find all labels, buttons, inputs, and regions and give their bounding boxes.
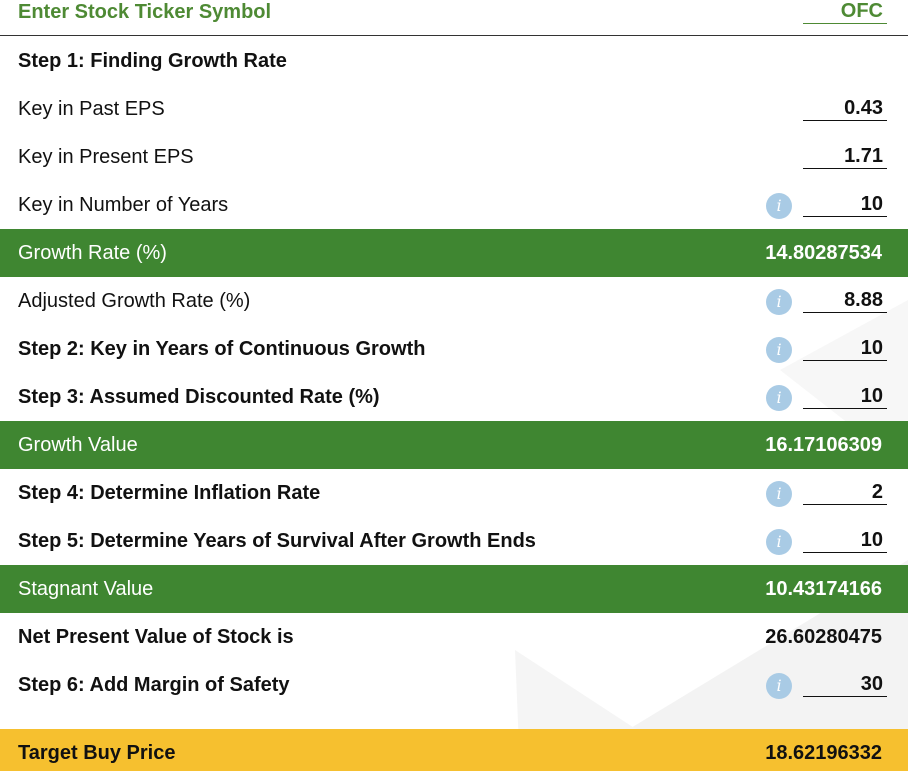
npv-row: Net Present Value of Stock is 26.6028047… [0, 613, 908, 661]
step2-row: Step 2: Key in Years of Continuous Growt… [0, 325, 908, 373]
step4-row: Step 4: Determine Inflation Rate i [0, 469, 908, 517]
step3-label: Step 3: Assumed Discounted Rate (%) [18, 386, 380, 408]
present-eps-row: Key in Present EPS [0, 133, 908, 181]
step4-label: Step 4: Determine Inflation Rate [18, 482, 321, 504]
present-eps-input[interactable] [803, 145, 887, 169]
target-buy-price-band: Target Buy Price 18.62196332 [0, 729, 908, 771]
target-buy-price-label: Target Buy Price [18, 742, 176, 764]
info-icon[interactable]: i [766, 385, 792, 411]
years-label: Key in Number of Years [18, 194, 229, 216]
step3-input[interactable] [803, 385, 887, 409]
growth-value-value: 16.17106309 [765, 434, 882, 456]
npv-value: 26.60280475 [765, 626, 882, 648]
growth-rate-band: Growth Rate (%) 14.80287534 [0, 229, 908, 277]
adjusted-growth-rate-input[interactable] [803, 289, 887, 313]
present-eps-label: Key in Present EPS [18, 146, 194, 168]
adjusted-growth-rate-row: Adjusted Growth Rate (%) i [0, 277, 908, 325]
info-icon[interactable]: i [766, 529, 792, 555]
step2-label: Step 2: Key in Years of Continuous Growt… [18, 338, 426, 360]
adjusted-growth-rate-label: Adjusted Growth Rate (%) [18, 290, 251, 312]
step6-input[interactable] [803, 673, 887, 697]
ticker-label: Enter Stock Ticker Symbol [18, 1, 272, 23]
info-icon[interactable]: i [766, 289, 792, 315]
stagnant-value-value: 10.43174166 [765, 578, 882, 600]
step1-title: Step 1: Finding Growth Rate [18, 50, 287, 72]
growth-rate-value: 14.80287534 [765, 242, 882, 264]
info-icon[interactable]: i [766, 337, 792, 363]
step5-row: Step 5: Determine Years of Survival Afte… [0, 517, 908, 565]
step3-row: Step 3: Assumed Discounted Rate (%) i [0, 373, 908, 421]
info-icon[interactable]: i [766, 673, 792, 699]
growth-value-label: Growth Value [18, 434, 138, 456]
past-eps-input[interactable] [803, 97, 887, 121]
info-icon[interactable]: i [766, 481, 792, 507]
past-eps-label: Key in Past EPS [18, 98, 165, 120]
years-input[interactable] [803, 193, 887, 217]
growth-value-band: Growth Value 16.17106309 [0, 421, 908, 469]
step6-row: Step 6: Add Margin of Safety i [0, 661, 908, 709]
stagnant-value-label: Stagnant Value [18, 578, 154, 600]
growth-rate-label: Growth Rate (%) [18, 242, 167, 264]
step6-label: Step 6: Add Margin of Safety [18, 674, 290, 696]
step5-label: Step 5: Determine Years of Survival Afte… [18, 530, 536, 552]
info-icon[interactable]: i [766, 193, 792, 219]
npv-label: Net Present Value of Stock is [18, 626, 294, 648]
stagnant-value-band: Stagnant Value 10.43174166 [0, 565, 908, 613]
target-buy-price-value: 18.62196332 [765, 742, 882, 764]
step1-row: Step 1: Finding Growth Rate [0, 37, 908, 85]
step5-input[interactable] [803, 529, 887, 553]
step4-input[interactable] [803, 481, 887, 505]
step2-input[interactable] [803, 337, 887, 361]
ticker-input[interactable] [803, 0, 887, 24]
past-eps-row: Key in Past EPS [0, 85, 908, 133]
ticker-row: Enter Stock Ticker Symbol [0, 0, 908, 36]
years-row: Key in Number of Years i [0, 181, 908, 229]
